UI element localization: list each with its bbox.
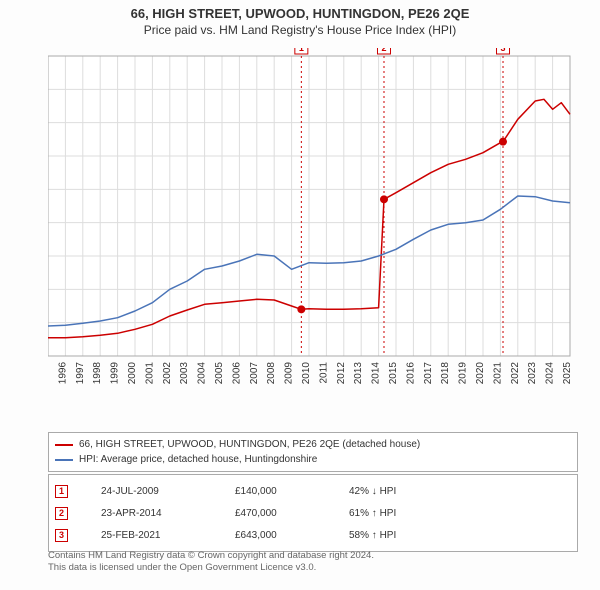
sale-delta: 58% ↑ HPI (349, 530, 469, 541)
xtick-label: 2009 (284, 362, 295, 385)
sale-date: 23-APR-2014 (101, 508, 211, 519)
xtick-label: 2001 (144, 362, 155, 385)
sale-dot (297, 305, 305, 313)
sale-date: 25-FEB-2021 (101, 530, 211, 541)
legend-label: HPI: Average price, detached house, Hunt… (79, 454, 317, 465)
xtick-label: 1997 (75, 362, 86, 385)
sale-price: £470,000 (235, 508, 325, 519)
xtick-label: 2000 (127, 362, 138, 385)
legend-box: 66, HIGH STREET, UPWOOD, HUNTINGDON, PE2… (48, 432, 578, 472)
sale-row: 3 25-FEB-2021 £643,000 58% ↑ HPI (55, 525, 571, 545)
xtick-label: 2002 (162, 362, 173, 385)
xtick-label: 2015 (388, 362, 399, 385)
sale-delta: 42% ↓ HPI (349, 486, 469, 497)
xtick-label: 1999 (110, 362, 121, 385)
xtick-label: 2008 (266, 362, 277, 385)
legend-label: 66, HIGH STREET, UPWOOD, HUNTINGDON, PE2… (79, 439, 420, 450)
xtick-label: 2014 (371, 362, 382, 385)
xtick-label: 2013 (353, 362, 364, 385)
xtick-label: 2024 (545, 362, 556, 385)
xtick-label: 2017 (423, 362, 434, 385)
sale-price: £643,000 (235, 530, 325, 541)
footer-line-1: Contains HM Land Registry data © Crown c… (48, 550, 578, 562)
legend-swatch (55, 459, 73, 461)
chart-area: £0£100K£200K£300K£400K£500K£600K£700K£80… (48, 48, 578, 378)
xtick-label: 2010 (301, 362, 312, 385)
xtick-label: 2020 (475, 362, 486, 385)
sale-marker: 1 (55, 485, 68, 498)
sale-dot (499, 138, 507, 146)
legend-row: HPI: Average price, detached house, Hunt… (55, 452, 571, 467)
chart-svg: £0£100K£200K£300K£400K£500K£600K£700K£80… (48, 48, 578, 428)
xtick-label: 2006 (231, 362, 242, 385)
footer-line-2: This data is licensed under the Open Gov… (48, 562, 578, 574)
sale-marker-flag: 3 (501, 48, 506, 53)
xtick-label: 2007 (249, 362, 260, 385)
xtick-label: 2003 (179, 362, 190, 385)
sale-date: 24-JUL-2009 (101, 486, 211, 497)
legend-swatch (55, 444, 73, 446)
xtick-label: 2005 (214, 362, 225, 385)
sale-marker: 2 (55, 507, 68, 520)
xtick-label: 2016 (405, 362, 416, 385)
xtick-label: 2011 (318, 362, 329, 384)
xtick-label: 2022 (510, 362, 521, 385)
xtick-label: 2018 (440, 362, 451, 385)
sale-price: £140,000 (235, 486, 325, 497)
sale-dot (380, 195, 388, 203)
xtick-label: 2021 (492, 362, 503, 385)
xtick-label: 1998 (92, 362, 103, 385)
xtick-label: 2004 (197, 362, 208, 385)
sale-marker-flag: 2 (381, 48, 386, 53)
sale-marker-flag: 1 (299, 48, 304, 53)
xtick-label: 2012 (336, 362, 347, 385)
chart-title: 66, HIGH STREET, UPWOOD, HUNTINGDON, PE2… (0, 0, 600, 21)
legend-row: 66, HIGH STREET, UPWOOD, HUNTINGDON, PE2… (55, 437, 571, 452)
footer-attribution: Contains HM Land Registry data © Crown c… (48, 550, 578, 574)
sales-table: 1 24-JUL-2009 £140,000 42% ↓ HPI 2 23-APR-201… (48, 474, 578, 552)
chart-subtitle: Price paid vs. HM Land Registry's House … (0, 21, 600, 37)
sale-delta: 61% ↑ HPI (349, 508, 469, 519)
xtick-label: 1996 (57, 362, 68, 385)
xtick-label: 1995 (48, 362, 51, 385)
xtick-label: 2025 (562, 362, 573, 385)
xtick-label: 2023 (527, 362, 538, 385)
sale-row: 2 23-APR-2014 £470,000 61% ↑ HPI (55, 503, 571, 523)
xtick-label: 2019 (458, 362, 469, 385)
sale-marker: 3 (55, 529, 68, 542)
sale-row: 1 24-JUL-2009 £140,000 42% ↓ HPI (55, 481, 571, 501)
